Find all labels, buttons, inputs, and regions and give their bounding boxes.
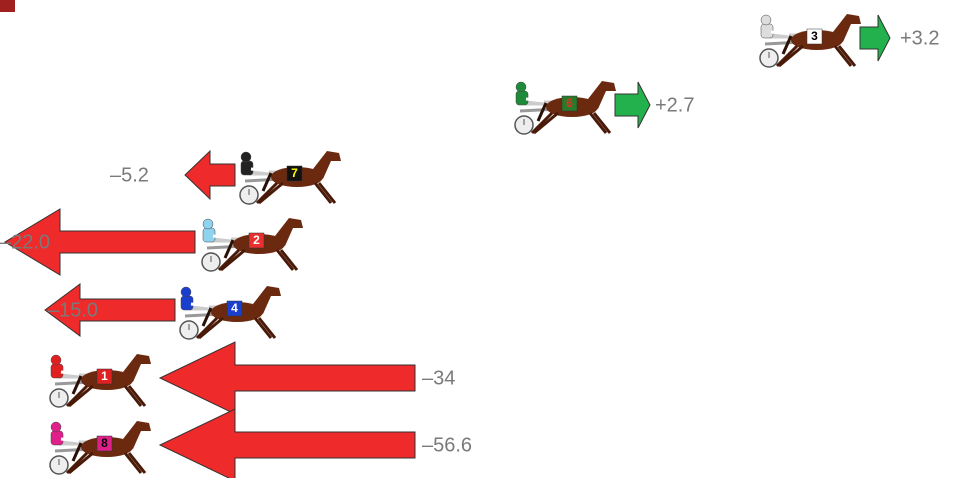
horse-number: 1: [101, 369, 108, 383]
driver-helmet: [241, 152, 251, 162]
driver-arm: [213, 236, 231, 238]
arrow: [185, 151, 235, 199]
corner-mark: [0, 0, 15, 12]
change-label: –5.2: [110, 164, 149, 186]
driver-arm: [771, 32, 789, 34]
horse-leg: [199, 318, 223, 338]
horse-leg: [532, 113, 552, 133]
horse-number: 8: [101, 436, 108, 450]
driver-arm: [61, 372, 79, 374]
change-label: +3.2: [900, 27, 939, 49]
horse-leg: [534, 113, 558, 133]
horse-number: 4: [231, 301, 238, 315]
change-label: –22.0: [0, 231, 50, 253]
horse-leg: [69, 386, 93, 406]
change-label: –15.0: [48, 299, 98, 321]
horse-row: 1 –34: [50, 342, 455, 414]
horse-row: 3 +3.2: [760, 14, 939, 67]
arrow: [615, 82, 650, 128]
horse-leg: [219, 250, 239, 270]
driver-helmet: [203, 219, 213, 229]
horse-row: 8 –56.6: [50, 409, 472, 478]
horse-leg: [67, 386, 87, 406]
horse-leg: [257, 183, 277, 203]
driver-helmet: [181, 287, 191, 297]
driver-arm: [526, 99, 544, 101]
horse-row: 7 –5.2: [110, 151, 341, 204]
arrow: [160, 342, 415, 414]
driver-helmet: [761, 15, 771, 25]
horse-number: 7: [291, 166, 298, 180]
horse-row: 4 –15.0: [45, 284, 281, 339]
horse-leg: [67, 453, 87, 473]
driver-helmet: [516, 82, 526, 92]
horse-leg: [221, 250, 245, 270]
race-graphic: 3 +3.2 6 +2.7 7 –5.2 2 –22.0 4 –15.0 1 –34 8 –56.6: [0, 0, 956, 478]
horse-number: 2: [253, 233, 260, 247]
driver-arm: [61, 439, 79, 441]
horse-number: 6: [566, 96, 573, 110]
horse-leg: [779, 46, 803, 66]
driver-arm: [191, 304, 209, 306]
change-label: –34: [422, 367, 455, 389]
horse-number: 3: [811, 29, 818, 43]
change-label: –56.6: [422, 434, 472, 456]
horse-leg: [777, 46, 797, 66]
arrow: [160, 409, 415, 478]
horse-row: 2 –22.0: [0, 209, 303, 275]
change-label: +2.7: [655, 94, 694, 116]
driver-helmet: [51, 422, 61, 432]
horse-leg: [197, 318, 217, 338]
horse-leg: [69, 453, 93, 473]
horse-row: 6 +2.7: [515, 81, 694, 134]
horse-leg: [259, 183, 283, 203]
driver-arm: [251, 169, 269, 171]
driver-helmet: [51, 355, 61, 365]
arrow: [860, 15, 890, 61]
